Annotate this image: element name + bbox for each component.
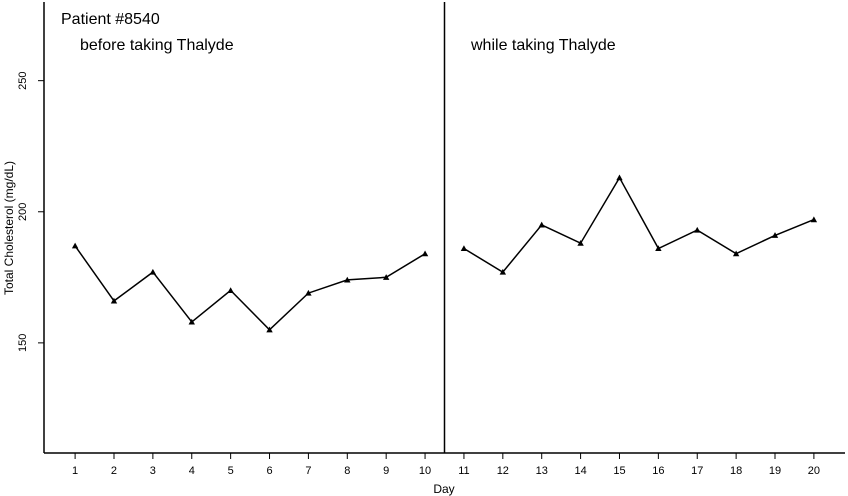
data-point: [227, 287, 234, 293]
phase-label-before: before taking Thalyde: [80, 37, 234, 54]
data-point: [110, 297, 118, 304]
data-point: [810, 216, 818, 223]
x-tick-label: 3: [150, 465, 156, 477]
data-point: [732, 250, 740, 257]
y-tick-label: 200: [17, 203, 29, 221]
x-tick-label: 12: [497, 465, 509, 477]
data-point: [538, 221, 545, 228]
series-group: [71, 174, 818, 333]
data-point: [188, 318, 195, 325]
data-point: [344, 276, 351, 283]
data-point: [71, 242, 79, 249]
data-point: [149, 268, 157, 275]
x-tick-label: 16: [652, 465, 664, 477]
x-tick-label: 7: [305, 465, 311, 477]
y-tick-label: 250: [17, 71, 29, 89]
x-tick-label: 15: [613, 465, 625, 477]
chart-title: Patient #8540: [61, 11, 160, 28]
data-point: [616, 174, 623, 181]
data-point: [577, 240, 584, 246]
x-tick-label: 5: [228, 465, 234, 477]
data-point: [655, 245, 662, 252]
x-tick-label: 13: [536, 465, 548, 477]
x-tick-label: 8: [344, 465, 350, 477]
x-tick-label: 10: [419, 465, 431, 477]
data-point: [266, 326, 273, 333]
x-tick-label: 11: [458, 465, 469, 477]
y-tick-label: 150: [17, 334, 29, 352]
phase-label-while: while taking Thalyde: [470, 37, 616, 54]
x-tick-label: 1: [72, 465, 78, 477]
x-tick-label: 2: [111, 465, 117, 477]
series-line-1: [74, 245, 426, 331]
x-tick-label: 20: [808, 465, 820, 477]
data-point: [499, 268, 507, 275]
data-point: [694, 226, 701, 233]
data-point: [382, 274, 390, 280]
data-point: [305, 289, 312, 296]
x-tick-label: 9: [383, 465, 389, 477]
x-tick-label: 14: [574, 465, 586, 477]
x-tick-label: 4: [189, 465, 195, 477]
data-point: [771, 232, 779, 238]
x-tick-label: 19: [769, 465, 781, 477]
series-line-2: [463, 176, 815, 274]
x-ticks: 1 2 3 4 5 6 7 8 9 10 11 12 13 14 15 16 17 18 19 20: [72, 453, 820, 477]
x-tick-label: 17: [691, 465, 703, 477]
x-tick-label: 18: [730, 465, 742, 477]
data-point: [460, 245, 468, 252]
data-point: [421, 250, 429, 257]
y-ticks: 150 200 250: [17, 71, 44, 352]
x-axis-title: Day: [433, 482, 454, 496]
y-axis-title: Total Cholesterol (mg/dL): [2, 161, 16, 295]
x-tick-label: 6: [266, 465, 272, 477]
